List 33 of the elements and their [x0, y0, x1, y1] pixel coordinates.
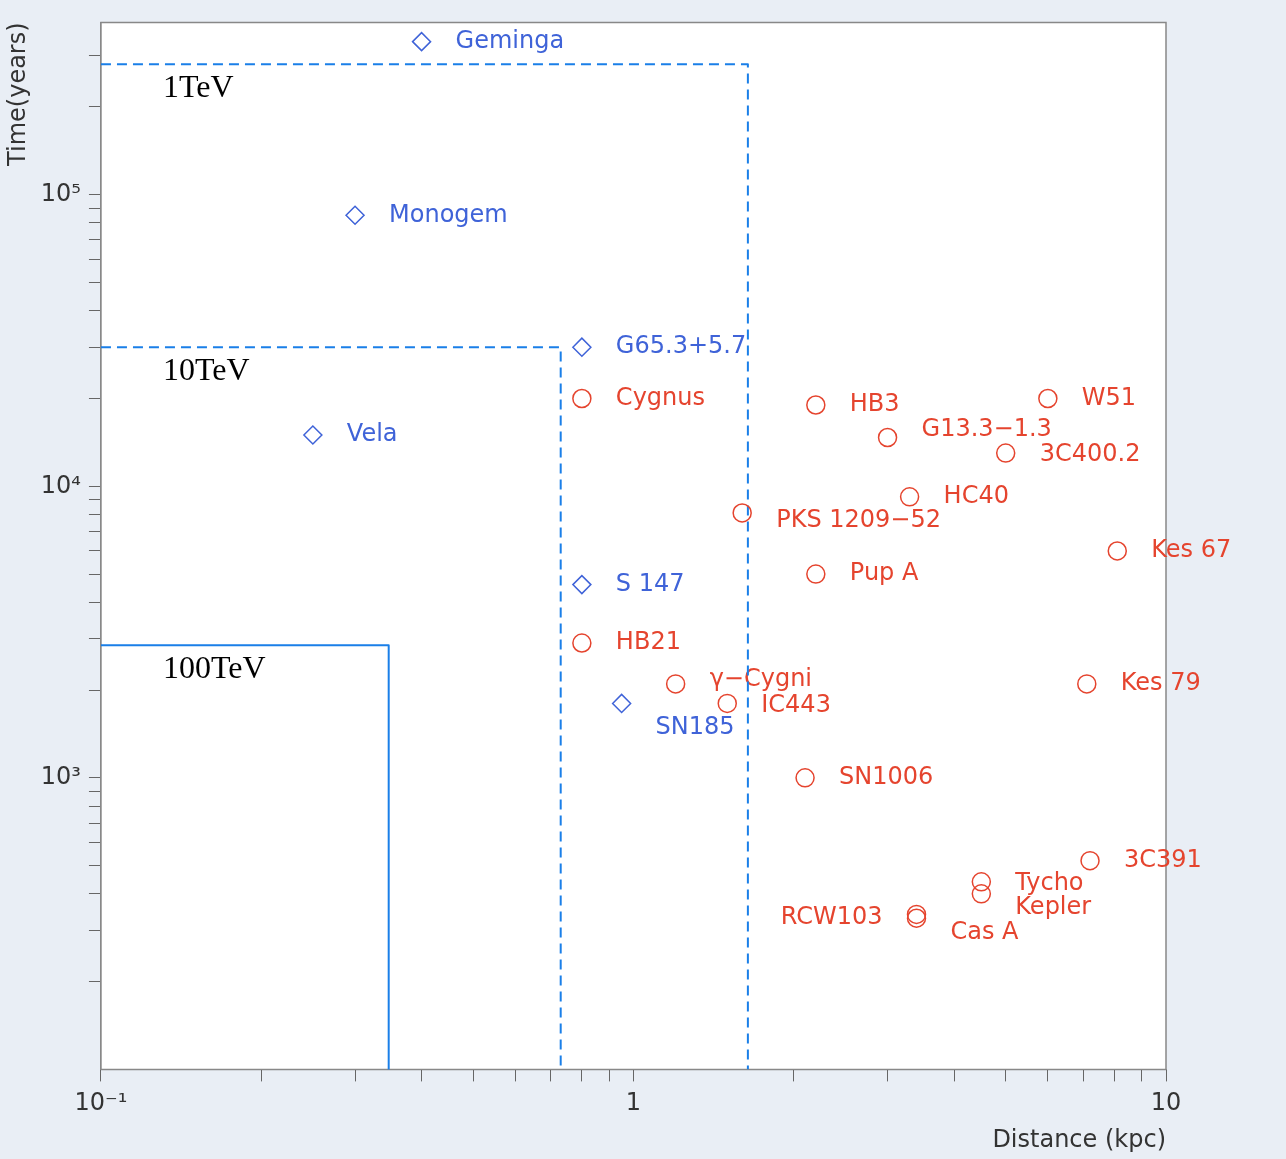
annotation: HB3: [849, 389, 900, 418]
annotation: W51: [1081, 382, 1137, 411]
annotation: Cas A: [950, 916, 1020, 945]
annotation: 3C400.2: [1039, 439, 1141, 468]
annotation: Monogem: [389, 199, 508, 228]
annotation: Vela: [346, 419, 398, 448]
annotation: γ−Cygni: [709, 664, 813, 693]
y-tick-label: 10⁴: [40, 470, 81, 499]
annotation: S 147: [615, 568, 685, 597]
annotation: RCW103: [780, 902, 883, 931]
annotation: Pup A: [849, 558, 919, 587]
annotation: Geminga: [455, 25, 565, 54]
annotation: PKS 1209−52: [776, 505, 941, 534]
annotation: Kes 67: [1151, 535, 1232, 564]
x-tick-label: 10: [1150, 1088, 1182, 1117]
series-label: 10TeV: [162, 350, 250, 387]
y-axis-title: Time(years): [2, 22, 31, 167]
y-tick-label: 10³: [40, 762, 81, 791]
annotation: SN185: [655, 711, 735, 740]
x-axis-title: Distance (kpc): [992, 1124, 1166, 1153]
annotation: Cygnus: [615, 382, 705, 411]
y-tick-label: 10⁵: [40, 178, 81, 207]
series-label: 1TeV: [162, 67, 234, 104]
x-tick-label: 10⁻¹: [74, 1088, 128, 1117]
annotation: SN1006: [839, 762, 934, 791]
annotation: HB21: [615, 627, 681, 656]
series-label: 100TeV: [162, 648, 266, 685]
annotation: G65.3+5.7: [615, 331, 747, 360]
annotation: 3C391: [1124, 844, 1202, 873]
annotation: G13.3−1.3: [921, 413, 1052, 442]
annotation: HC40: [943, 481, 1009, 510]
x-tick-label: 1: [625, 1088, 642, 1117]
annotation: Kes 79: [1120, 668, 1201, 697]
